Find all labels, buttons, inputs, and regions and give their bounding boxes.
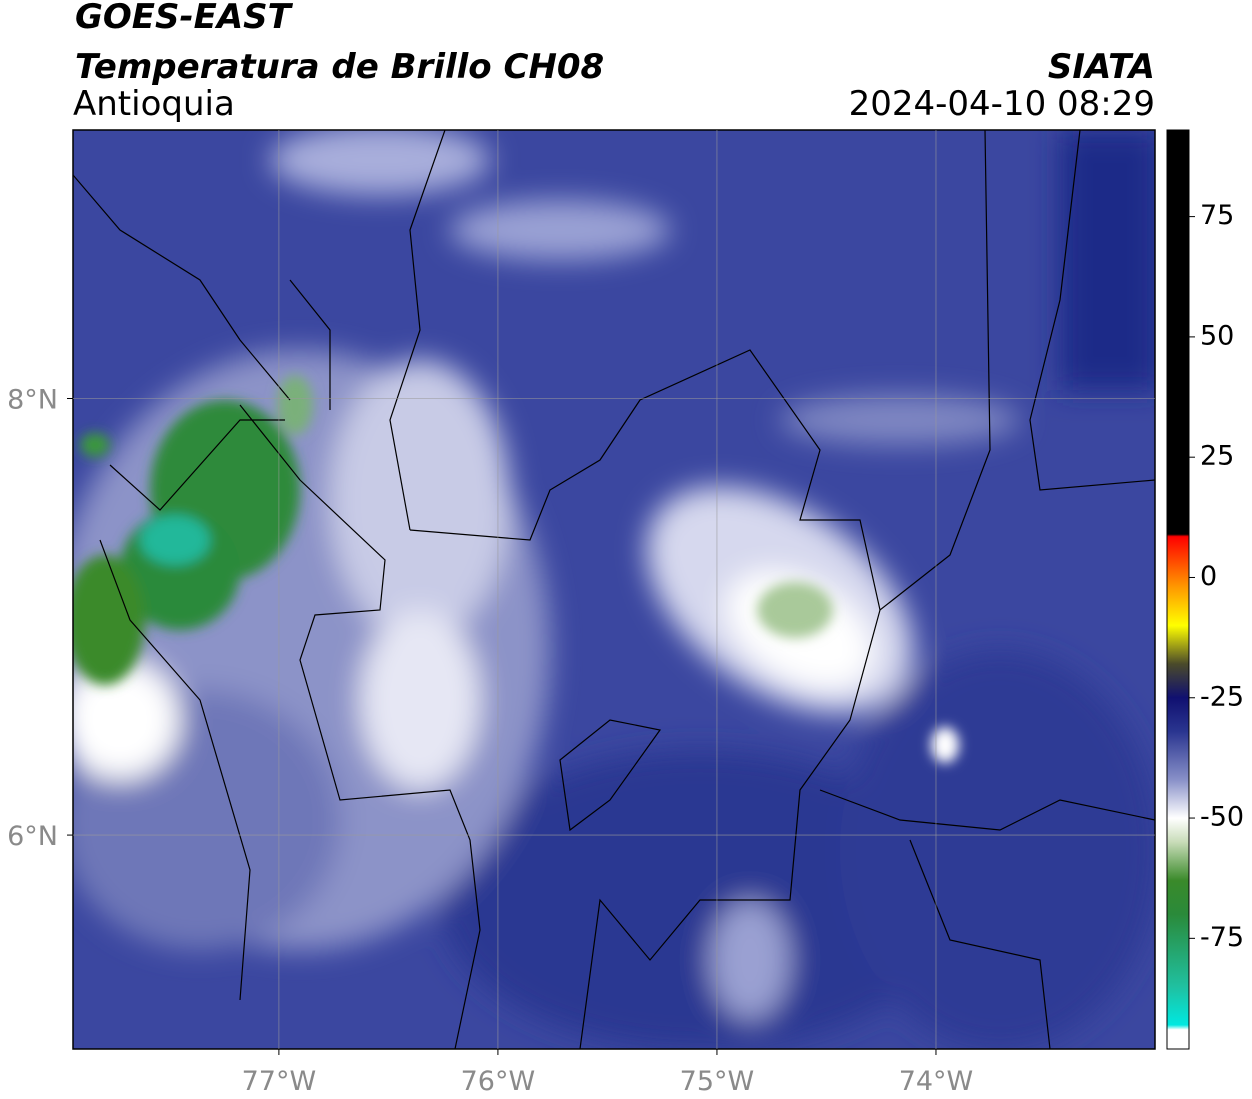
colorbar-tick-label: -25 — [1200, 681, 1244, 712]
lon-tick-label: 74°W — [899, 1066, 974, 1097]
colorbar-tick-label: 0 — [1200, 561, 1217, 592]
colorbar — [1167, 130, 1189, 1049]
subtitle: Temperatura de Brillo CH08 — [75, 47, 604, 87]
source: SIATA — [1048, 47, 1155, 87]
map-frame — [72, 129, 1156, 1050]
colorbar-tick-label: -50 — [1200, 802, 1244, 833]
title: GOES-EAST — [75, 0, 294, 37]
lon-tick-label: 76°W — [461, 1066, 536, 1097]
colorbar-tick-label: 25 — [1200, 441, 1234, 472]
lon-tick-label: 77°W — [242, 1066, 317, 1097]
region: Antioquia — [73, 84, 235, 124]
lon-tick-label: 75°W — [680, 1066, 755, 1097]
colorbar-tick-label: 50 — [1200, 320, 1234, 351]
datetime: 2024-04-10 08:29 — [849, 84, 1155, 124]
colorbar-tick-label: 75 — [1200, 200, 1234, 231]
colorbar-tick-label: -75 — [1200, 922, 1244, 953]
colorbar-frame — [1166, 129, 1190, 1050]
satellite-image — [73, 130, 1155, 1049]
lat-tick-label: 6°N — [7, 821, 58, 852]
lat-tick-label: 8°N — [7, 384, 58, 415]
